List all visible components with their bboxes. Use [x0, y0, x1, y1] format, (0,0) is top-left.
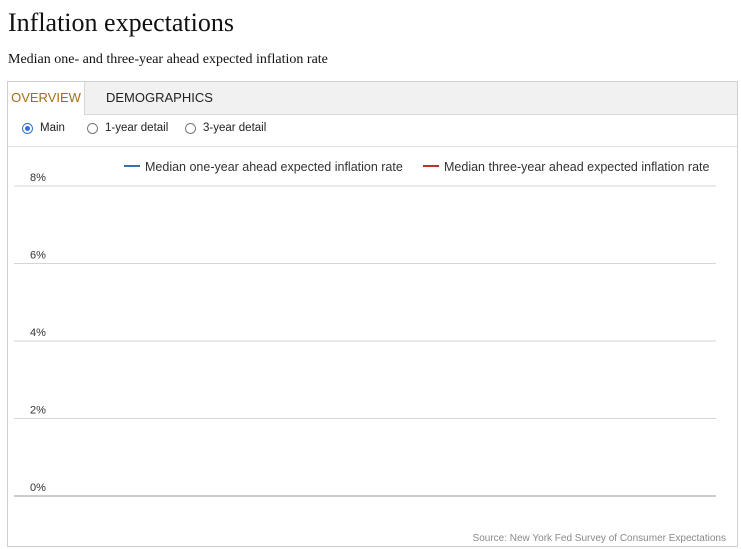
legend: Median one-year ahead expected inflation… — [124, 160, 709, 174]
page-subtitle: Median one- and three-year ahead expecte… — [8, 52, 328, 67]
gridlines — [14, 185, 716, 497]
y-axis-ticks: 0% 2% 4% 6% 8% — [30, 172, 46, 494]
page-title: Inflation expectations — [8, 8, 234, 37]
divider — [8, 146, 737, 147]
y-tick-label: 6% — [30, 250, 46, 262]
y-tick-label: 8% — [30, 172, 46, 184]
y-tick-label: 4% — [30, 327, 46, 339]
radio-unselected-icon — [185, 122, 196, 134]
y-tick-label: 2% — [30, 405, 46, 417]
y-tick-label: 0% — [30, 482, 46, 494]
chart-panel: OVERVIEW DEMOGRAPHICS Main 1-year detail… — [7, 81, 738, 547]
radio-1-year-detail[interactable]: 1-year detail — [87, 122, 168, 134]
source-note: Source: New York Fed Survey of Consumer … — [473, 533, 726, 544]
legend-label-one-year: Median one-year ahead expected inflation… — [145, 160, 403, 174]
legend-label-three-year: Median three-year ahead expected inflati… — [444, 160, 709, 174]
tab-demographics[interactable]: DEMOGRAPHICS — [106, 90, 213, 105]
radio-3-year-detail[interactable]: 3-year detail — [185, 122, 266, 134]
radio-3-year-label: 3-year detail — [203, 122, 267, 134]
tab-overview[interactable]: OVERVIEW — [8, 82, 85, 115]
radio-unselected-icon — [87, 122, 98, 134]
radio-main[interactable]: Main — [22, 122, 65, 134]
radio-1-year-label: 1-year detail — [105, 122, 169, 134]
tab-bar: OVERVIEW DEMOGRAPHICS — [8, 82, 737, 115]
radio-main-label: Main — [40, 122, 65, 134]
radio-selected-icon — [22, 122, 33, 134]
